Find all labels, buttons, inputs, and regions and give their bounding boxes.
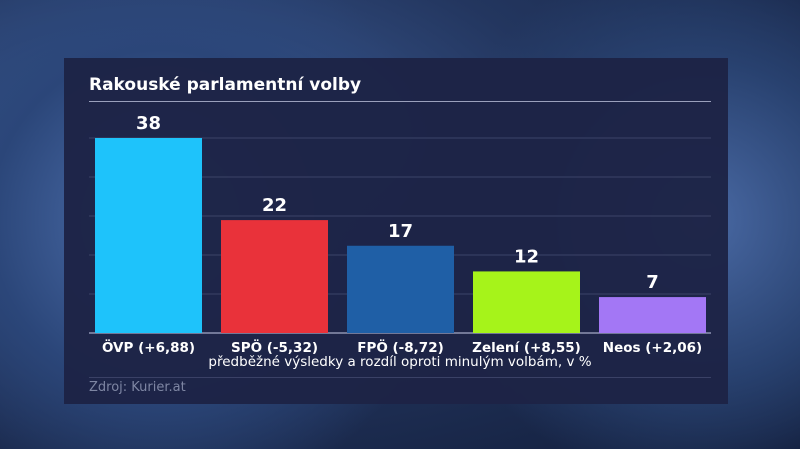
bar	[95, 138, 202, 333]
chart-title: Rakouské parlamentní volby	[89, 75, 362, 95]
data-label: 38	[136, 113, 161, 134]
category-label: SPÖ (-5,32)	[231, 338, 318, 356]
category-label: FPÖ (-8,72)	[357, 338, 444, 356]
category-label: Zelení (+8,55)	[472, 340, 581, 356]
bar	[473, 271, 580, 333]
source-label: Zdroj: Kurier.at	[89, 380, 186, 395]
data-label: 17	[388, 221, 413, 242]
data-label: 22	[262, 195, 287, 216]
data-label: 7	[646, 272, 659, 293]
category-label: Neos (+2,06)	[603, 340, 702, 356]
bar	[599, 297, 706, 333]
title-divider	[89, 101, 711, 102]
source-divider	[89, 377, 711, 378]
bar	[347, 245, 454, 333]
category-label: ÖVP (+6,88)	[102, 338, 195, 356]
x-axis-label: předběžné výsledky a rozdíl oproti minul…	[208, 354, 592, 370]
data-label: 12	[514, 246, 539, 267]
bar	[221, 220, 328, 333]
